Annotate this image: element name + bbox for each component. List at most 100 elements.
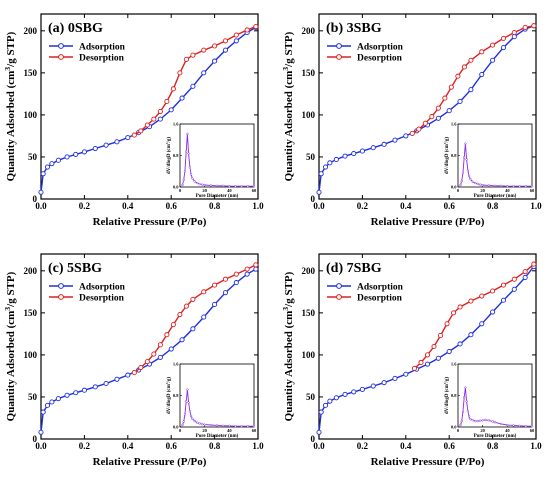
inset-data-point	[530, 425, 534, 428]
inset-data-point	[201, 183, 204, 186]
inset-y-tick-label: 0.0	[451, 185, 457, 190]
inset-frame	[457, 123, 533, 188]
data-point-adsorption	[253, 266, 259, 272]
data-point-adsorption	[424, 361, 431, 367]
inset-data-point	[215, 424, 219, 427]
y-tick-label: 100	[302, 350, 316, 360]
data-point-desorption	[253, 24, 259, 30]
data-point-adsorption	[359, 386, 365, 392]
inset-y-tick-label: 0.8	[173, 153, 179, 158]
data-point-desorption	[424, 352, 431, 358]
data-point-adsorption	[446, 108, 452, 114]
inset-data-point	[471, 419, 474, 422]
data-point-adsorption	[479, 71, 485, 78]
inset-data-point	[186, 388, 189, 391]
x-tick-label: 1.0	[530, 441, 542, 451]
data-point-desorption	[131, 132, 137, 138]
data-point-desorption	[212, 282, 218, 288]
series-line-desorption	[133, 25, 257, 136]
legend-label: Adsorption	[79, 283, 126, 293]
data-point-desorption	[144, 359, 150, 365]
data-point-adsorption	[190, 326, 196, 332]
data-point-desorption	[157, 108, 163, 115]
data-point-adsorption	[114, 376, 120, 382]
data-point-adsorption	[212, 301, 218, 308]
inset-x-tick-label: 20	[202, 428, 207, 433]
x-tick-label: 0.4	[400, 201, 412, 211]
inset-data-point	[493, 184, 497, 187]
inset-y-tick-label: 0.0	[173, 185, 179, 190]
y-tick-label: 0	[33, 194, 38, 204]
inset-y-tick-label: 0.8	[451, 153, 457, 158]
inset-y-axis-title: dV/dlogD (cm3/g)	[443, 377, 450, 415]
data-point-desorption	[531, 23, 537, 29]
inset-x-tick-label: 0	[457, 188, 460, 193]
inset-y-axis-title: dV/dlogD (cm3/g)	[443, 137, 450, 175]
x-tick-label: 0.2	[357, 201, 369, 211]
inset-data-point	[530, 185, 534, 188]
legend-label: Desorption	[357, 54, 403, 64]
inset-x-tick-label: 20	[480, 428, 485, 433]
y-tick-label: 150	[302, 308, 316, 318]
x-axis-title: Relative Pressure (P/Po)	[371, 216, 485, 228]
x-tick-label: 0.8	[209, 441, 221, 451]
data-point-adsorption	[125, 135, 131, 141]
data-point-desorption	[183, 303, 189, 309]
plot-frame	[318, 253, 537, 440]
data-point-desorption	[431, 343, 437, 350]
y-tick-label: 100	[24, 110, 38, 120]
data-point-desorption	[151, 351, 157, 357]
inset-data-point	[215, 184, 219, 187]
data-point-adsorption	[44, 402, 51, 408]
inset-data-point	[500, 184, 503, 187]
legend-marker	[58, 54, 64, 60]
data-point-adsorption	[44, 164, 51, 170]
inset-data-point	[481, 183, 484, 187]
legend-label: Adsorption	[357, 283, 404, 293]
inset-data-point	[201, 423, 204, 426]
data-point-adsorption	[316, 189, 322, 195]
inset-data-point	[209, 423, 212, 427]
data-point-adsorption	[201, 70, 207, 76]
inset-data-point	[183, 413, 187, 416]
data-point-desorption	[511, 29, 517, 36]
inset-data-point	[183, 170, 187, 173]
data-point-desorption	[429, 114, 435, 120]
data-point-desorption	[183, 56, 189, 62]
data-point-adsorption	[435, 115, 441, 121]
inset-x-tick-label: 40	[505, 188, 510, 193]
inset-data-point	[182, 178, 185, 182]
inset-data-point	[479, 419, 482, 422]
inset-data-point	[469, 177, 472, 181]
y-tick-label: 200	[24, 266, 38, 276]
plot-frame	[318, 13, 537, 200]
data-point-desorption	[490, 288, 496, 294]
data-point-adsorption	[114, 139, 120, 145]
inset-y-tick-label: 0.0	[173, 425, 179, 430]
inset-data-point	[471, 180, 474, 184]
data-point-desorption	[212, 43, 218, 49]
inset-data-point	[487, 419, 490, 422]
inset-data-point	[182, 420, 185, 423]
inset-x-axis-title: Pore Diameter (nm)	[196, 434, 239, 439]
inset-data-point	[234, 425, 237, 428]
inset-data-point	[188, 410, 192, 413]
data-point-desorption	[170, 322, 176, 328]
inset-data-point	[476, 419, 479, 423]
data-point-desorption	[170, 86, 176, 92]
inset-data-point	[491, 420, 494, 423]
data-point-adsorption	[40, 171, 46, 177]
x-axis-title: Relative Pressure (P/Po)	[93, 216, 207, 228]
data-point-adsorption	[157, 354, 163, 360]
data-point-adsorption	[92, 145, 98, 152]
inset-data-point	[191, 177, 194, 180]
inset-data-point	[196, 421, 199, 424]
inset-y-tick-label: 0.8	[451, 393, 457, 398]
data-point-adsorption	[64, 154, 70, 160]
inset-data-point	[193, 419, 196, 423]
x-axis-title: Relative Pressure (P/Po)	[371, 456, 485, 468]
inset-data-point	[189, 414, 193, 418]
inset-data-point	[459, 423, 462, 427]
data-point-desorption	[437, 333, 444, 339]
data-point-adsorption	[233, 280, 239, 286]
